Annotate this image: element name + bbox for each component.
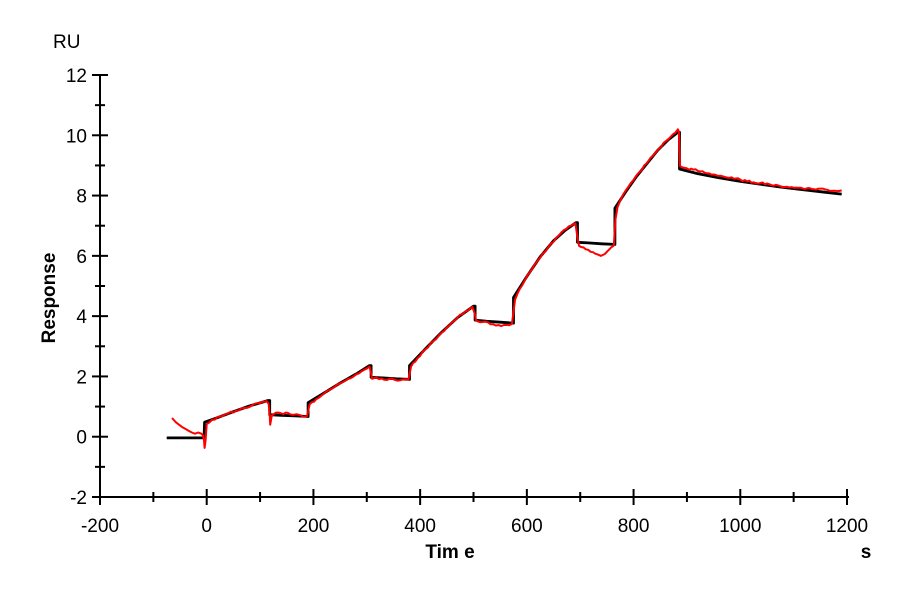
x-tick-label: 1200 [826,516,868,537]
x-tick-label: 800 [618,516,650,537]
x-tick-label: 0 [201,516,212,537]
fitted-curve-polyline [166,130,842,440]
y-tick-label: 2 [76,367,87,388]
x-tick-label: -200 [81,516,119,537]
y-tick-label: 0 [76,428,87,449]
x-tick-label: 1000 [719,516,761,537]
y-unit-label: RU [53,32,80,53]
y-tick-label: 8 [76,187,87,208]
measured-data-polyline [171,128,842,449]
y-tick-label: 10 [66,126,87,147]
y-tick-label: 6 [76,247,87,268]
x-tick-label: 200 [298,516,330,537]
x-tick-label: 600 [511,516,543,537]
x-axis-title: Tim e [425,542,474,563]
y-axis-title: Response [39,253,60,344]
y-tick-label: 4 [76,307,87,328]
x-unit-label: s [861,542,872,563]
y-tick-label: -2 [70,488,87,509]
x-tick-label: 400 [404,516,436,537]
plot-area: -200 0 200 400 600 800 1000 1200 -2 0 2 4 6 8 10 12 [66,66,868,537]
y-tick-label: 12 [66,66,87,87]
